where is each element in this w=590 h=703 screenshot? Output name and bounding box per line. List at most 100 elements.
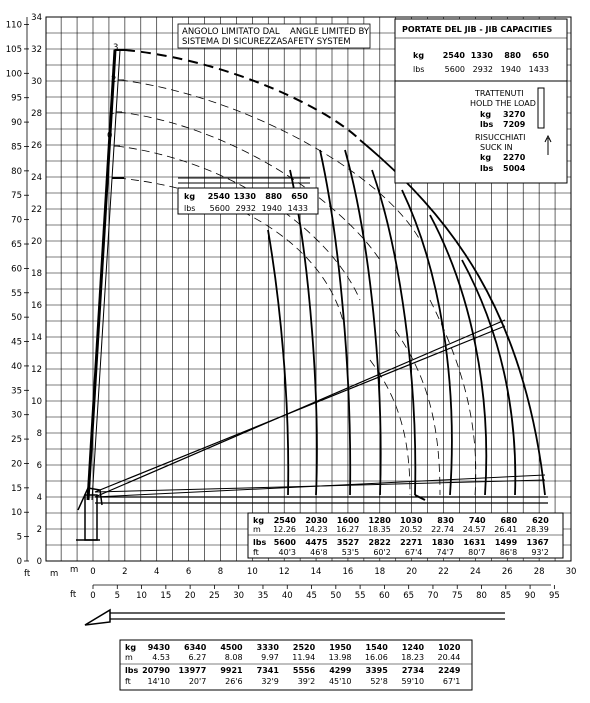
bottom-table-cell-m: 16.06	[365, 653, 388, 662]
bottom-table-cell-m: 4.53	[152, 653, 170, 662]
ft-tick-label: 65	[11, 240, 22, 250]
bottom-table-cell-kg: 2520	[293, 643, 316, 652]
jib-box-kg-value: 650	[532, 51, 549, 60]
hold-kg-label: kg	[480, 110, 491, 119]
m-bottom-tick-label: 26	[502, 567, 513, 577]
main-table-cell-kg: 740	[469, 516, 486, 525]
main-table-cell-ft: 53'5	[342, 548, 359, 557]
radius-curve-24m	[429, 214, 488, 496]
jib-mid-lbs-value: 1433	[288, 204, 308, 213]
m-bottom-tick-label: 8	[218, 567, 223, 577]
ft-bottom-tick-label: 60	[379, 591, 390, 601]
boom-vertical	[86, 49, 125, 501]
main-table-cell-m: 14.23	[305, 525, 328, 534]
jib-mid-kg-label: kg	[184, 192, 195, 201]
ft-tick-label: 75	[11, 191, 22, 201]
main-table-cell-ft: 67'4	[405, 548, 422, 557]
boom-extended-sketch	[84, 608, 505, 626]
m-bottom-tick-label: 18	[374, 567, 385, 577]
ft-tick-label: 60	[11, 264, 22, 274]
inner-curve-2	[394, 329, 441, 496]
bottom-table-cell-kg: 1020	[438, 643, 461, 652]
suck-kg-value: 2270	[503, 153, 526, 162]
main-table-cell-lbs: 1367	[527, 538, 549, 547]
bottom-table-cell-m: 6.27	[188, 653, 206, 662]
ft-tick-label: 100	[6, 69, 22, 79]
ft-bottom-tick-label: 95	[549, 591, 560, 601]
main-table-cell-m: 12.26	[273, 525, 296, 534]
ft-bottom-tick-label: 45	[306, 591, 317, 601]
bottom-capacity-table: kg m lbs ft 9430 6340 4500 3330 2520 1950 1540…	[119, 639, 473, 691]
ft-tick-label: 0	[17, 557, 22, 567]
main-table-cell-kg: 1280	[369, 516, 392, 525]
bottom-table-cell-m: 8.08	[225, 653, 243, 662]
bottom-table-cell-m: 20.44	[437, 653, 460, 662]
m-tick-label: 18	[31, 269, 42, 279]
radius-curve-14m	[289, 169, 318, 496]
bottom-table-cell-m: 18.23	[401, 653, 424, 662]
ft-bottom-tick-label: 25	[209, 591, 220, 601]
main-table-cell-lbs: 1499	[495, 538, 518, 547]
bottom-table-cell-ft: 39'2	[298, 677, 315, 686]
inner-curve-3	[369, 359, 411, 496]
radius-curve-26m	[461, 259, 517, 496]
bottom-table-cell-ft: 20'7	[189, 677, 206, 686]
m-bottom-tick-label: 10	[247, 567, 258, 577]
ft-tick-label: 80	[11, 167, 22, 177]
m-axis-unit: m	[50, 569, 58, 579]
radius-curve-12m	[267, 229, 290, 496]
jib-envelope-dashed	[124, 49, 361, 141]
hold-load-en: HOLD THE LOAD	[470, 99, 536, 108]
crane-base	[76, 487, 103, 541]
main-table-cell-ft: 40'3	[279, 548, 296, 557]
jib-pos0-curve	[115, 145, 361, 301]
bottom-table-cell-ft: 45'10	[329, 677, 352, 686]
radius-curve-22m	[401, 189, 453, 496]
m-tick-label: 30	[31, 77, 42, 87]
jib-position-2: 2	[111, 75, 116, 85]
radius-curve-16m	[319, 149, 352, 496]
ft-tick-label: 95	[11, 94, 22, 104]
m-bottom-tick-label: 0	[90, 567, 95, 577]
main-table-cell-ft: 46'8	[310, 548, 327, 557]
ft-scale: 1101051009590858075706560555045403530252…	[6, 17, 29, 567]
hold-lbs-value: 7209	[503, 120, 526, 129]
ft-axis-unit: ft	[24, 569, 31, 579]
suck-in-en: SUCK IN	[480, 143, 513, 152]
bottom-table-cell-ft: 26'6	[225, 677, 242, 686]
ft-bottom-tick-label: 10	[136, 591, 147, 601]
main-table-cell-m: 28.39	[526, 525, 549, 534]
ft-bottom-tick-label: 35	[258, 591, 269, 601]
main-table-cell-m: 22.74	[431, 525, 454, 534]
bottom-table-cell-lbs: 20790	[142, 666, 170, 675]
suck-in-it: RISUCCHIATI	[475, 133, 526, 142]
ft-bottom-tick-label: 50	[330, 591, 341, 601]
jib-base-curve	[117, 177, 346, 331]
ft-bottom-tick-label: 55	[355, 591, 366, 601]
bottom-table-cell-lbs: 5556	[293, 666, 316, 675]
m-bottom-tick-label: 24	[470, 567, 481, 577]
hold-kg-value: 3270	[503, 110, 526, 119]
suck-lbs-value: 5004	[503, 164, 526, 173]
m-tick-label: 20	[31, 237, 42, 247]
ft-tick-label: 20	[11, 459, 22, 469]
bottom-row-label-kg: kg	[125, 643, 136, 652]
main-row-label-m: m	[253, 525, 261, 534]
radius-curve-18m	[344, 149, 382, 496]
ft-bottom-tick-label: 40	[282, 591, 293, 601]
jib-table-mid: kg lbs 2540 1330 880 650 5600 2932 1940 1433	[177, 187, 319, 215]
bottom-row-label-ft: ft	[125, 677, 131, 686]
jib-box-kg-value: 880	[504, 51, 521, 60]
jib-box-lbs-label: lbs	[413, 65, 424, 74]
bottom-table-cell-lbs: 7341	[257, 666, 280, 675]
main-table-cell-lbs: 5600	[274, 538, 297, 547]
main-table-cell-ft: 60'2	[373, 548, 390, 557]
safety-notice-it-line2: SISTEMA DI SICUREZZA	[182, 37, 282, 47]
bottom-table-cell-kg: 4500	[220, 643, 243, 652]
ft-tick-label: 50	[11, 313, 22, 323]
bottom-table-cell-m: 13.98	[329, 653, 352, 662]
main-table-cell-lbs: 1631	[463, 538, 486, 547]
bottom-table-cell-ft: 52'8	[370, 677, 387, 686]
jib-box-kg-value: 1330	[471, 51, 494, 60]
